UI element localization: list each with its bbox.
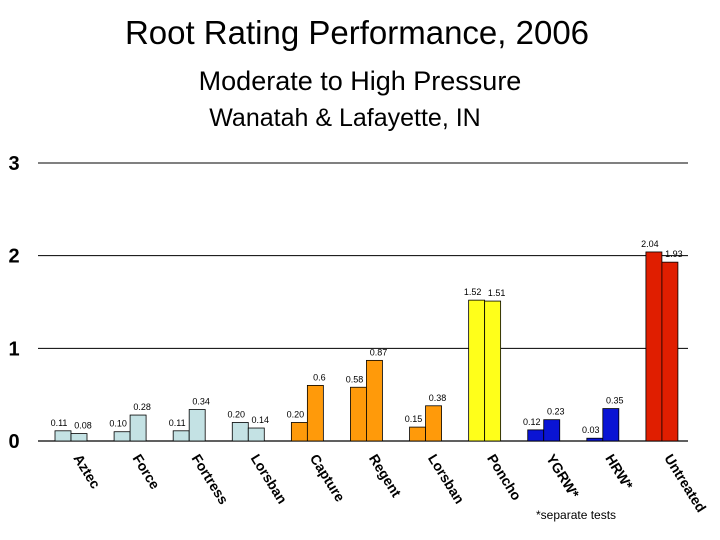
- bar: [602, 408, 620, 442]
- bar: [113, 431, 131, 442]
- bar: [586, 437, 604, 442]
- y-tick-label: 1: [8, 338, 19, 360]
- bar: [425, 405, 442, 442]
- x-tick-label: Fortress: [189, 451, 232, 507]
- data-label: 0.20: [287, 409, 305, 419]
- bar: [645, 251, 663, 442]
- bar: [468, 299, 486, 442]
- x-tick-label: Poncho: [484, 451, 525, 503]
- bar: [306, 384, 324, 442]
- data-label: 0.87: [370, 347, 388, 357]
- bar: [129, 414, 147, 442]
- data-label: 0.23: [547, 407, 565, 417]
- x-tick-label: Aztec: [70, 451, 103, 491]
- data-label: 0.38: [429, 393, 447, 403]
- chart-title: Root Rating Performance, 2006: [124, 14, 590, 51]
- data-label: 0.58: [346, 374, 364, 384]
- data-label: 1.52: [464, 287, 482, 297]
- x-tick-label: YGRW*: [543, 451, 583, 501]
- bar: [172, 430, 190, 442]
- data-label: 2.04: [641, 239, 659, 249]
- data-label: 0.20: [228, 409, 246, 419]
- data-label: 0.35: [606, 396, 624, 406]
- data-label: 0.10: [109, 419, 127, 429]
- y-tick-label: 3: [8, 153, 19, 175]
- data-label: 1.93: [665, 249, 683, 259]
- data-label: 0.15: [405, 414, 423, 424]
- bar: [366, 359, 383, 442]
- bar: [350, 386, 367, 442]
- x-tick-label: Regent: [366, 451, 405, 500]
- data-label: 0.34: [192, 396, 210, 406]
- bar: [661, 261, 679, 442]
- bar: [231, 422, 249, 442]
- data-label: 1.51: [488, 288, 506, 298]
- bar: [527, 429, 545, 442]
- bar: [54, 430, 72, 442]
- bar: [484, 300, 502, 442]
- data-label: 0.11: [169, 418, 186, 428]
- bar: [409, 426, 426, 442]
- data-label: 0.6: [313, 372, 326, 382]
- bar: [290, 422, 308, 442]
- bar: [70, 433, 88, 442]
- data-label: 0.03: [582, 425, 600, 435]
- data-label: 0.12: [523, 417, 541, 427]
- bar: [543, 419, 561, 442]
- bar: [188, 409, 206, 442]
- chart-location: Wanatah & Lafayette, IN: [209, 104, 481, 132]
- x-tick-label: Capture: [307, 451, 349, 505]
- y-tick-label: 2: [8, 246, 19, 268]
- data-label: 0.28: [133, 402, 151, 412]
- chart-subtitle: Moderate to High Pressure: [198, 66, 522, 96]
- data-label: 0.08: [74, 421, 92, 431]
- x-tick-label: Untreated: [661, 451, 709, 515]
- x-tick-label: Force: [130, 451, 164, 492]
- bar: [247, 427, 265, 442]
- x-tick-label: HRW*: [602, 451, 636, 493]
- x-tick-label: Lorsban: [425, 451, 468, 506]
- footnote: *separate tests: [536, 508, 617, 522]
- x-tick-label: Lorsban: [248, 451, 291, 506]
- y-tick-label: 0: [8, 431, 19, 453]
- data-label: 0.11: [51, 418, 68, 428]
- data-label: 0.14: [252, 415, 270, 425]
